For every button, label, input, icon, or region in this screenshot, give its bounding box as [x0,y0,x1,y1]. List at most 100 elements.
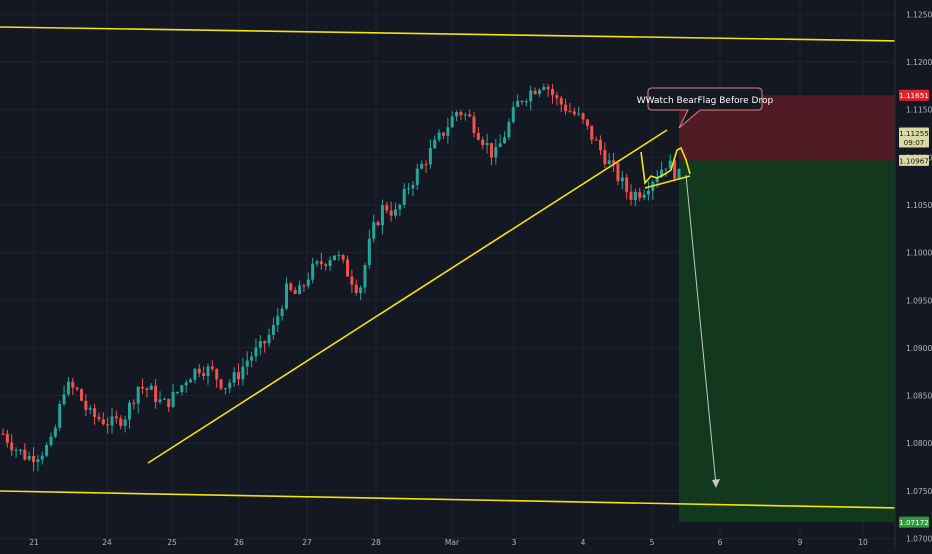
candle-2 [10,434,14,456]
price-axis[interactable]: 1.125001.120001.115001.110001.105001.100… [894,0,932,550]
candle-56 [245,351,249,376]
candle-body [394,209,398,216]
candle-body [424,163,428,165]
channel-bottom-line[interactable] [0,490,901,509]
candle-body [585,119,589,126]
candle-138 [603,142,607,169]
y-tick-label: 1.11500 [906,106,932,115]
flag-lower-line[interactable] [644,175,691,189]
candle-147 [642,189,646,201]
candle-body [154,385,158,403]
bear-flag-path[interactable] [640,146,691,185]
candle-body [232,372,236,383]
candle-69 [302,283,306,292]
candle-body [472,116,476,133]
candle-body [88,408,92,410]
candle-112 [489,142,493,166]
channel-top-line[interactable] [0,26,901,42]
annotation[interactable]: WWatch BearFlag Before Drop [637,87,774,129]
candle-123 [537,88,541,98]
candle-82 [359,285,363,300]
y-tick-label: 1.08000 [906,439,932,448]
candle-body [660,169,664,178]
rising-support-line[interactable] [147,129,668,464]
candle-5 [23,443,27,461]
candle-100 [437,129,441,143]
candle-body [245,360,249,367]
candle-145 [633,188,637,206]
x-tick-label: 3 [512,538,517,547]
candle-14 [62,385,66,407]
candle-body [32,456,36,463]
candle-body [546,86,550,90]
candle-71 [311,257,315,284]
y-tick-label: 1.12000 [906,58,932,67]
x-tick-label: 28 [371,538,381,547]
candle-body [655,177,659,183]
candle-18 [80,388,84,402]
candle-153 [668,154,672,169]
candle-body [524,101,528,103]
candle-3 [14,447,18,458]
candle-body [354,284,358,293]
candle-104 [455,110,459,122]
candle-55 [241,358,245,386]
candle-body [254,347,258,357]
candle-body [415,168,419,185]
candle-body [642,194,646,198]
candle-body [106,424,110,426]
candle-81 [354,279,358,296]
candle-body [75,387,79,390]
candle-146 [638,187,642,202]
trendlines[interactable] [0,26,901,509]
candle-body [459,112,463,115]
candle-body [332,255,336,261]
candle-92 [402,183,406,209]
y-tick-label: 1.10500 [906,201,932,210]
candle-99 [433,135,437,150]
candle-body [411,184,415,189]
candle-body [433,139,437,149]
candle-body [441,132,445,136]
candle-body [210,366,214,369]
candle-body [646,190,650,195]
x-tick-label: 24 [102,538,112,547]
candle-body [389,210,393,216]
candle-body [529,90,533,102]
candle-body [437,132,441,140]
stop-price-tag-text: 1.11651 [899,91,929,100]
candle-32 [141,378,145,395]
candle-body [237,372,241,380]
candle-body [341,255,345,260]
candle-86 [376,220,380,227]
candle-body [284,283,288,309]
candle-7 [32,447,36,472]
candle-117 [511,101,515,124]
candle-25 [110,407,114,434]
annotation-callout[interactable] [647,87,763,129]
candle-body [555,95,559,99]
candle-15 [66,377,70,397]
x-tick-labels: 21 24 25 26 27 28 Mar 3 4 5 6 9 10 [29,538,868,547]
candle-body [1,433,5,435]
candle-body [258,341,262,348]
candle-body [485,142,489,146]
candle-body [206,366,210,377]
candle-97 [424,160,428,174]
projected-drop-arrow[interactable] [685,174,717,486]
candle-9 [40,451,44,465]
candle-body [629,191,633,200]
candle-body [141,386,145,389]
take-profit-zone [679,160,895,523]
candle-61 [267,328,271,348]
candle-52 [228,379,232,394]
candle-101 [441,132,445,140]
candle-body [638,191,642,198]
candle-144 [629,184,633,206]
candle-body [189,379,193,383]
candle-body [10,442,14,451]
candle-body [5,433,9,443]
